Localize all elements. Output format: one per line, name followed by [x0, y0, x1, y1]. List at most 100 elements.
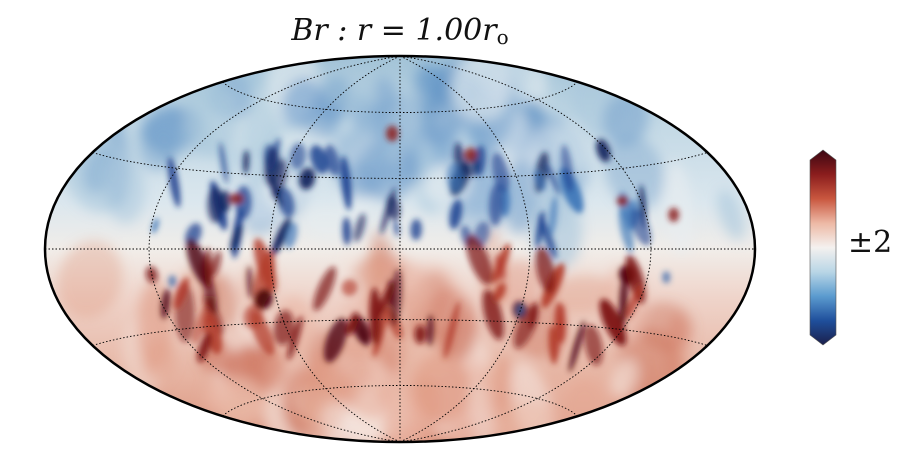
field-patch: [342, 217, 351, 246]
field-patch: [546, 162, 561, 196]
field-patch: [203, 294, 224, 335]
field-patch: [414, 325, 426, 344]
field-patch: [426, 314, 434, 346]
field-patch: [584, 324, 603, 366]
field-patch: [210, 250, 222, 277]
field-patch: [630, 208, 652, 246]
field-patch: [548, 325, 558, 365]
field-patch: [284, 222, 298, 249]
field-patch: [493, 282, 506, 302]
meridian-line: [399, 56, 652, 442]
field-patch: [604, 134, 665, 210]
field-strong-patches: [145, 125, 680, 373]
field-patch: [466, 235, 493, 285]
field-patch: [599, 298, 627, 346]
field-patch: [491, 152, 510, 193]
parallel-line: [92, 319, 708, 346]
field-patch: [246, 265, 253, 299]
field-patch: [207, 186, 224, 223]
field-patch: [142, 338, 175, 382]
field-patch: [266, 168, 283, 208]
field-patch: [204, 247, 213, 290]
field-patch: [230, 224, 243, 252]
colorbar: ±2: [809, 149, 892, 346]
field-patch: [273, 310, 294, 346]
field-patch: [341, 279, 358, 296]
field-patch: [197, 332, 212, 363]
field-patch: [618, 207, 634, 253]
field-patch: [243, 150, 249, 174]
field-patch: [377, 281, 395, 317]
field-patch: [281, 77, 321, 128]
field-patch: [340, 155, 352, 211]
field-patch: [389, 268, 403, 327]
field-patch: [287, 315, 303, 360]
field-patch: [452, 56, 511, 122]
field-patch: [323, 318, 348, 363]
field-patch: [464, 147, 478, 162]
field-patch: [219, 142, 228, 185]
field-patch: [533, 169, 547, 191]
graticule: [45, 56, 755, 442]
field-patch: [462, 156, 480, 177]
field-patch: [254, 288, 273, 310]
field-patch: [229, 193, 244, 205]
field-patch: [494, 254, 507, 281]
field-patch: [410, 219, 422, 241]
field-patch: [346, 312, 359, 336]
field-patch: [183, 75, 237, 159]
field-patch: [516, 304, 525, 317]
field-patch: [167, 156, 181, 208]
field-patch: [488, 182, 504, 226]
field-patch: [299, 167, 316, 190]
field-patch: [313, 266, 337, 311]
field-patch: [568, 320, 585, 373]
field-patch: [380, 187, 397, 235]
field-patch: [443, 301, 460, 359]
field-patch: [413, 62, 446, 114]
field-patch: [664, 162, 694, 256]
field-patch: [529, 302, 538, 330]
field-patch: [625, 284, 643, 320]
field-patch: [561, 144, 574, 193]
field-patch: [369, 287, 382, 346]
field-patch: [319, 402, 360, 441]
field-patch: [548, 275, 616, 315]
field-patch: [57, 240, 123, 319]
field-patch: [535, 210, 545, 248]
field-patch: [324, 144, 340, 176]
field-patch: [668, 207, 680, 222]
field-patch: [596, 139, 611, 162]
chart-title: Br : r = 1.00ro: [290, 13, 508, 49]
field-patch: [372, 308, 389, 358]
field-patch: [353, 213, 366, 243]
colorbar-label: ±2: [848, 225, 892, 260]
field-patch: [386, 125, 399, 142]
field-patch: [264, 344, 309, 402]
meridian-line: [148, 56, 401, 442]
field-patch: [358, 326, 370, 347]
field-patch: [220, 190, 231, 213]
map-outline: [43, 54, 757, 444]
meridian-line: [399, 56, 531, 442]
field-patch: [271, 217, 291, 256]
field-patch: [616, 195, 629, 207]
meridian-line: [269, 56, 401, 442]
colorbar-body: [809, 149, 837, 346]
field-patch: [277, 187, 295, 218]
field-patch: [393, 219, 400, 237]
field-patch: [160, 288, 171, 319]
sphere-map: [45, 56, 755, 442]
field-patch: [186, 238, 211, 287]
field-patch: [503, 156, 537, 234]
field-patch: [168, 275, 177, 288]
field-patch: [309, 145, 329, 174]
field-patch: [548, 196, 558, 237]
field-patch: [151, 218, 159, 234]
field-patch: [535, 247, 556, 294]
field-patch: [717, 189, 745, 241]
field-patch: [243, 304, 264, 329]
field-patch: [319, 68, 378, 110]
field-patch: [253, 238, 277, 293]
